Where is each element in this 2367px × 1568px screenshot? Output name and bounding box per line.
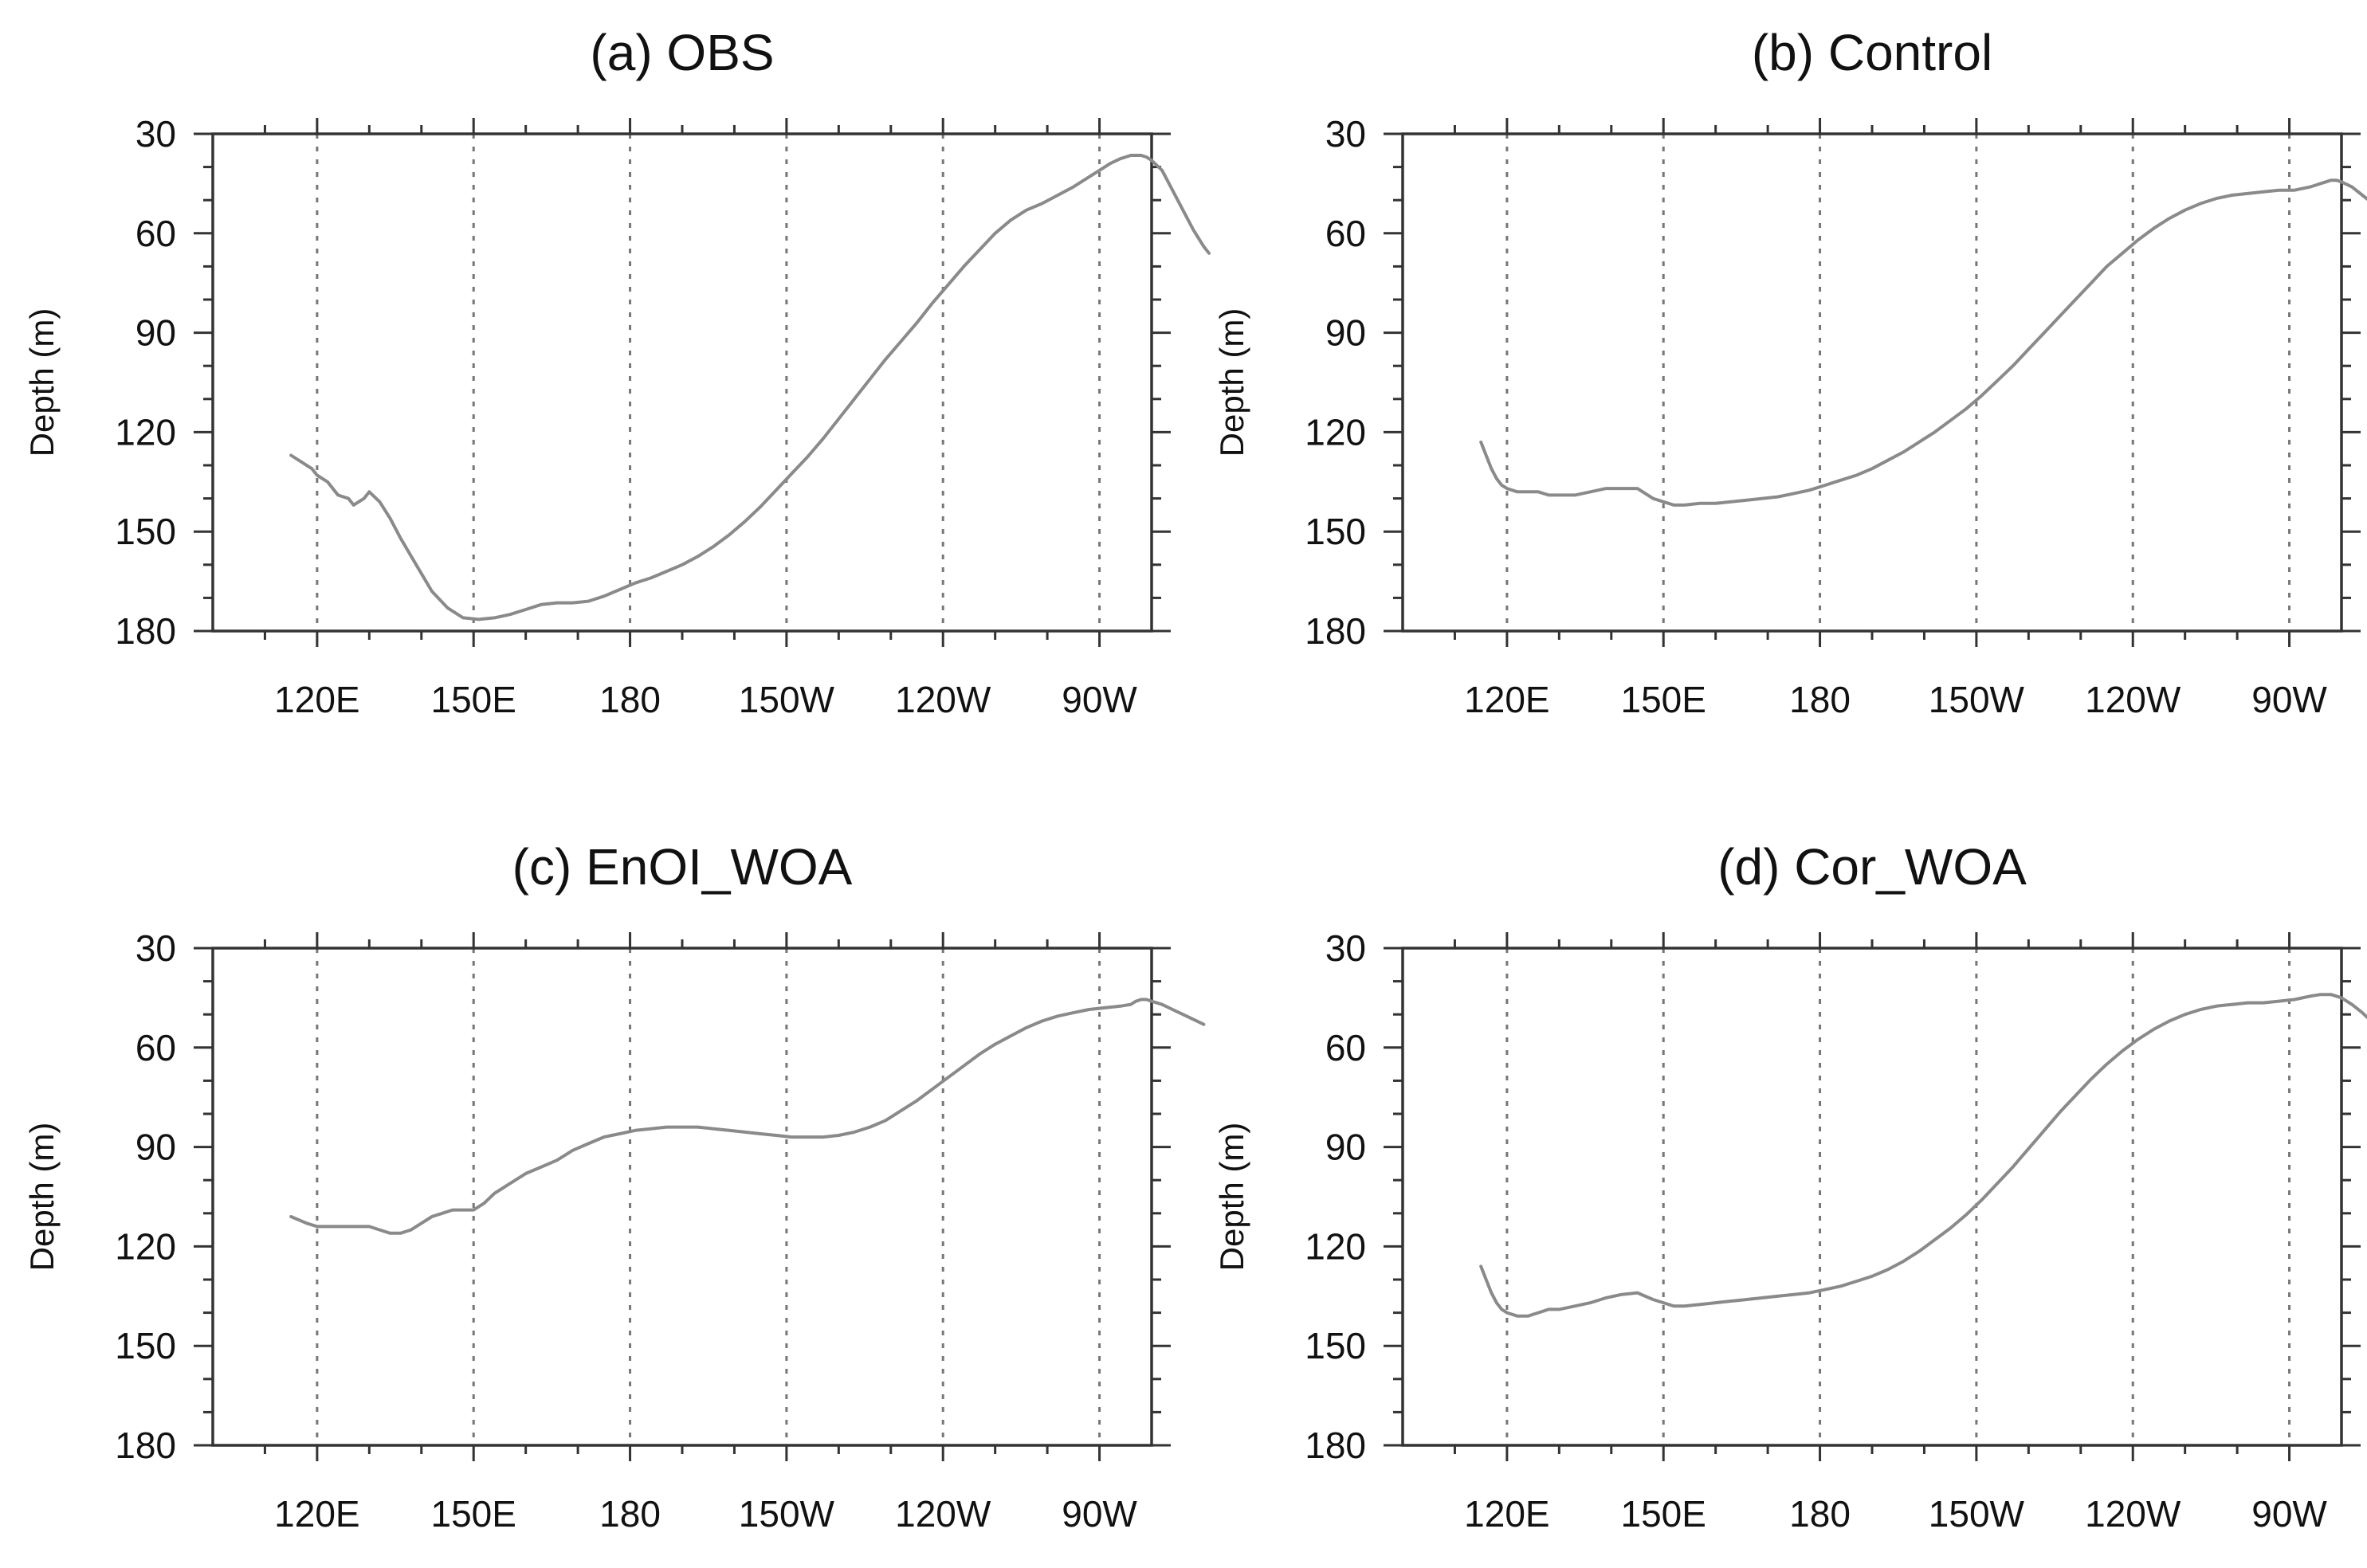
x-tick-label: 180 [599, 679, 661, 720]
x-tick-label: 150E [431, 679, 516, 720]
y-tick-label: 30 [135, 927, 176, 969]
y-axis-label: Depth (m) [1213, 1123, 1250, 1272]
series-line-control [1479, 178, 2367, 507]
chart-panel-4: (d) Cor_WOA 120E 150E 180 150W 120W 90W 30 60 90 1… [1213, 838, 2367, 1535]
series-line-enoi-woa [289, 998, 1206, 1235]
x-tick-label: 120W [895, 679, 991, 720]
panel-title: (c) EnOI_WOA [512, 838, 853, 896]
y-tick-label: 60 [135, 1027, 176, 1068]
plot-frame [1401, 947, 2343, 1447]
y-tick-label: 30 [1325, 113, 1366, 155]
plot-frame [1401, 132, 2343, 633]
x-tick-label: 180 [599, 1493, 661, 1535]
y-tick-label: 150 [115, 1325, 176, 1366]
y-tick-label: 60 [1325, 1027, 1366, 1068]
x-tick-label: 150W [1929, 679, 2025, 720]
y-tick-label: 60 [135, 213, 176, 254]
x-tick-label: 150E [431, 1493, 516, 1535]
x-tick-label: 150W [739, 679, 835, 720]
y-tick-label: 150 [1305, 511, 1366, 552]
y-tick-label: 90 [1325, 312, 1366, 354]
x-tick-label: 120W [2085, 1493, 2181, 1535]
x-tick-label: 90W [1062, 679, 1137, 720]
x-tick-label: 120W [2085, 679, 2181, 720]
y-tick-label: 30 [135, 113, 176, 155]
y-axis-label: Depth (m) [1213, 308, 1250, 457]
x-tick-label: 150E [1621, 1493, 1706, 1535]
x-tick-label: 120W [895, 1493, 991, 1535]
x-tick-label: 180 [1789, 1493, 1851, 1535]
x-tick-label: 90W [1062, 1493, 1137, 1535]
panel-title: (b) Control [1752, 24, 1992, 81]
y-tick-label: 150 [115, 511, 176, 552]
x-tick-label: 150W [739, 1493, 835, 1535]
y-tick-label: 120 [115, 1225, 176, 1267]
y-tick-label: 90 [135, 312, 176, 354]
series-line-cor-woa [1479, 993, 2367, 1318]
chart-panel-1: (a) OBS 120E 150E 180 150W 120W 90W 30 60 90 120 15… [23, 24, 1211, 720]
chart-panel-2: (b) Control 120E 150E 180 150W 120W 90W 30 60 90 1… [1213, 24, 2367, 720]
x-tick-label: 180 [1789, 679, 1851, 720]
y-tick-label: 90 [1325, 1127, 1366, 1168]
x-tick-label: 120E [1464, 679, 1549, 720]
x-tick-label: 120E [1464, 1493, 1549, 1535]
y-tick-label: 180 [1305, 1425, 1366, 1466]
plot-frame [211, 947, 1153, 1447]
x-tick-label: 150W [1929, 1493, 2025, 1535]
x-tick-label: 90W [2251, 679, 2327, 720]
y-tick-label: 120 [1305, 1225, 1366, 1267]
y-tick-label: 120 [115, 411, 176, 453]
plot-frame [211, 132, 1153, 633]
series-line-obs [289, 154, 1211, 621]
x-tick-label: 120E [274, 1493, 359, 1535]
chart-panel-3: (c) EnOI_WOA 120E 150E 180 150W 120W 90W 30 60 90… [23, 838, 1206, 1535]
x-tick-label: 90W [2251, 1493, 2327, 1535]
x-tick-label: 120E [274, 679, 359, 720]
y-tick-label: 90 [135, 1127, 176, 1168]
panel-title: (d) Cor_WOA [1717, 838, 2027, 896]
y-axis-label: Depth (m) [23, 1123, 61, 1272]
y-tick-label: 180 [1305, 610, 1366, 652]
y-tick-label: 30 [1325, 927, 1366, 969]
panel-title: (a) OBS [590, 24, 774, 81]
y-tick-label: 180 [115, 610, 176, 652]
y-tick-label: 60 [1325, 213, 1366, 254]
y-tick-label: 180 [115, 1425, 176, 1466]
x-tick-label: 150E [1621, 679, 1706, 720]
y-tick-label: 150 [1305, 1325, 1366, 1366]
y-tick-label: 120 [1305, 411, 1366, 453]
y-axis-label: Depth (m) [23, 308, 61, 457]
